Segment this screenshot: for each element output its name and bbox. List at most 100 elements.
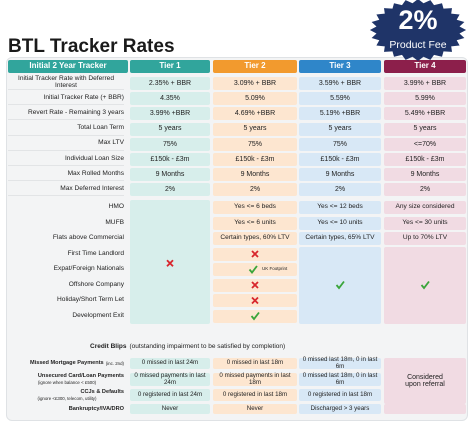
row-label: First Time Landlord xyxy=(67,249,124,257)
cell: 5 years xyxy=(130,122,210,136)
cell: 4.35% xyxy=(130,92,210,106)
credit-title: Credit Blips xyxy=(90,342,127,350)
cell: Any size considered xyxy=(384,201,466,214)
cell: 2% xyxy=(213,183,297,197)
credit-label-text: Missed Mortgage Payments xyxy=(30,360,104,367)
cell: 5 years xyxy=(299,122,381,136)
cell: 75% xyxy=(213,137,297,151)
cell: 5.19% +BBR xyxy=(299,107,381,121)
cell: 3.99% +BBR xyxy=(130,107,210,121)
cell: 5.59% xyxy=(299,92,381,106)
row-label: Total Loan Term xyxy=(8,123,124,136)
credit-label-text: Bankruptcy/IVA/DRO xyxy=(68,405,124,412)
cell: 0 missed payments in last 24m xyxy=(130,372,210,386)
check-icon xyxy=(420,280,430,290)
cell: 4.69% +BBR xyxy=(213,107,297,121)
tier1-block xyxy=(130,200,210,324)
credit-label: Unsecured Card/Loan Payments (ignore when… xyxy=(8,373,124,387)
row-label: Initial Tracker Rate with Deferred Inter… xyxy=(8,75,124,90)
column-header: Tier 1 xyxy=(130,60,210,73)
cell: 3.59% + BBR xyxy=(299,77,381,90)
credit-subtitle: (outstanding impairment to be satisfied … xyxy=(129,342,286,350)
row-label: HMO xyxy=(108,203,124,211)
cell: 0 missed last 18m, 0 in last 6m xyxy=(299,372,381,386)
cell: 3.09% + BBR xyxy=(213,77,297,90)
cell: Certain types, 60% LTV xyxy=(213,232,297,245)
cell: 3.99% + BBR xyxy=(384,77,466,90)
check-icon xyxy=(335,280,345,290)
row-label: Individual Loan Size xyxy=(8,153,124,166)
cell: Discharged > 3 years xyxy=(299,404,381,414)
row-label: Expat/Foreign Nationals xyxy=(53,265,124,273)
row-label: Flats above Commercial xyxy=(52,234,124,242)
credit-sublabel: (inc. 2nd) xyxy=(105,360,124,366)
column-header: Tier 3 xyxy=(299,60,381,73)
row-label: MUFB xyxy=(105,218,124,226)
cell: 9 Months xyxy=(299,168,381,182)
row-label: Revert Rate - Remaining 3 years xyxy=(8,107,124,121)
column-header: Tier 4 xyxy=(384,60,466,73)
credit-label-text: Unsecured Card/Loan Payments xyxy=(37,372,124,379)
referral: Considered upon referral xyxy=(384,358,466,404)
cell: 0 missed last 18m, 0 in last 6m xyxy=(299,356,381,369)
cell: Yes <= 10 units xyxy=(299,216,381,230)
cell: 5 years xyxy=(213,122,297,136)
cell xyxy=(213,309,297,323)
cell: <=70% xyxy=(384,137,466,151)
cell: 0 registered in last 18m xyxy=(213,389,297,401)
cell: 2.35% + BBR xyxy=(130,77,210,90)
cell: 9 Months xyxy=(213,168,297,182)
cell: £150k - £3m xyxy=(299,153,381,166)
cell: 9 Months xyxy=(384,168,466,182)
cell: 5.99% xyxy=(384,92,466,106)
cross-icon xyxy=(251,250,259,258)
cell: 0 missed in last 24m xyxy=(130,358,210,369)
row-label: Initial Tracker Rate (+ BBR) xyxy=(8,92,124,106)
cell: 75% xyxy=(130,137,210,151)
credit-label: Missed Mortgage Payments (inc. 2nd) xyxy=(8,358,124,370)
row-label: Max LTV xyxy=(8,138,124,151)
credit-label: CCJs & Defaults (ignore <£300, telecom, u… xyxy=(8,389,124,402)
credit-sublabel: (ignore when balance < £500) xyxy=(37,380,97,386)
row-label: Development Exit xyxy=(72,311,124,319)
credit-label: Bankruptcy/IVA/DRO xyxy=(8,404,124,415)
cell xyxy=(384,404,466,414)
cell: 0 missed payments in last 18m xyxy=(213,372,297,386)
cross-icon xyxy=(251,296,259,305)
cell: Yes <= 30 units xyxy=(384,216,466,230)
cell: 0 missed in last 18m xyxy=(213,358,297,369)
cell: 5 years xyxy=(384,122,466,136)
cell: 9 Months xyxy=(130,168,210,182)
row-label: Holiday/Short Term Let xyxy=(57,296,124,304)
row-label: Max Deferred Interest xyxy=(8,183,124,197)
credit-label-text: CCJs & Defaults xyxy=(80,388,124,395)
cell: Yes <= 12 beds xyxy=(299,201,381,214)
page-title: BTL Tracker Rates xyxy=(8,36,175,58)
cell: 2% xyxy=(384,183,466,197)
badge-value: 2% xyxy=(398,5,437,35)
cell: 0 registered in last 24m xyxy=(130,389,210,401)
credit-sublabel: (ignore <£300, telecom, utility) xyxy=(37,395,97,401)
note: UK Footprint xyxy=(262,266,288,272)
cell: £150k - £3m xyxy=(130,153,210,166)
check-icon xyxy=(248,265,258,274)
credit-heading: Credit Blips (outstanding impairment to b… xyxy=(90,342,390,352)
cell: Certain types, 65% LTV xyxy=(299,232,381,245)
column-header: Tier 2 xyxy=(213,60,297,73)
cell: Never xyxy=(130,404,210,414)
cross-icon xyxy=(251,281,259,289)
check-icon xyxy=(250,311,260,321)
cell: Yes <= 6 beds xyxy=(213,201,297,214)
cell: Never xyxy=(213,404,297,414)
cell: £150k - £3m xyxy=(213,153,297,166)
cell: 5.49% +BBR xyxy=(384,107,466,121)
cell: 2% xyxy=(299,183,381,197)
badge-seal xyxy=(369,0,467,61)
badge-label: Product Fee xyxy=(389,39,446,51)
cell: 75% xyxy=(299,137,381,151)
cell: 2% xyxy=(130,183,210,197)
column-header: Initial 2 Year Tracker xyxy=(8,60,128,73)
cross-icon xyxy=(166,259,174,267)
